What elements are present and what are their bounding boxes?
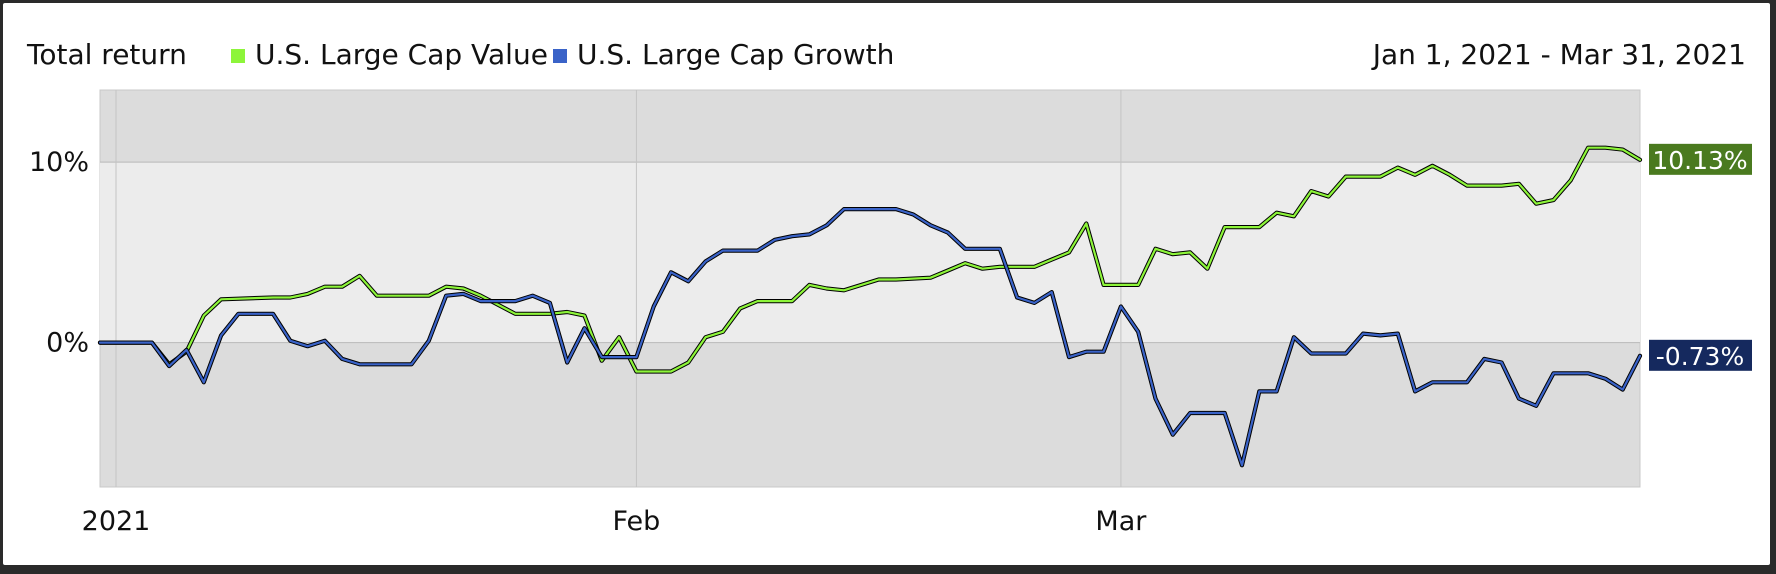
legend-label: U.S. Large Cap Value [255,38,548,71]
series-line [98,146,1642,373]
legend-label: U.S. Large Cap Growth [577,38,894,71]
chart-title: Total return [26,38,187,71]
x-tick-label: Feb [612,506,660,537]
end-value-label: 10.13% [1652,146,1747,175]
date-range: Jan 1, 2021 - Mar 31, 2021 [1371,38,1746,71]
grid-lines [100,90,1640,487]
highlight-band [100,162,1640,343]
end-value-badge: -0.73% [1649,339,1752,371]
end-value-bg [1649,339,1752,371]
x-tick-label: 2021 [82,506,151,537]
y-axis: 0% 10% [29,147,89,358]
series-1 [97,207,1643,468]
series-line [98,208,1642,467]
legend-swatch [553,49,567,63]
plot-background [99,89,1641,488]
y-tick-label: 10% [29,147,89,178]
series-layer [97,145,1643,468]
series-0 [97,145,1643,374]
end-value-badge: 10.13% [1649,143,1752,175]
legend: U.S. Large Cap Value U.S. Large Cap Growt… [231,38,894,71]
chart-card: Total return U.S. Large Cap Value U.S. La… [3,3,1770,565]
y-tick-label: 0% [46,328,89,359]
end-value-bg [1649,143,1752,175]
chart-svg: Total return U.S. Large Cap Value U.S. La… [26,38,1752,537]
x-axis: 2021 Feb Mar [82,506,1148,537]
end-value-label: -0.73% [1656,342,1744,371]
x-tick-label: Mar [1095,506,1147,537]
end-labels: 10.13% -0.73% [1649,143,1752,371]
legend-swatch [231,49,245,63]
